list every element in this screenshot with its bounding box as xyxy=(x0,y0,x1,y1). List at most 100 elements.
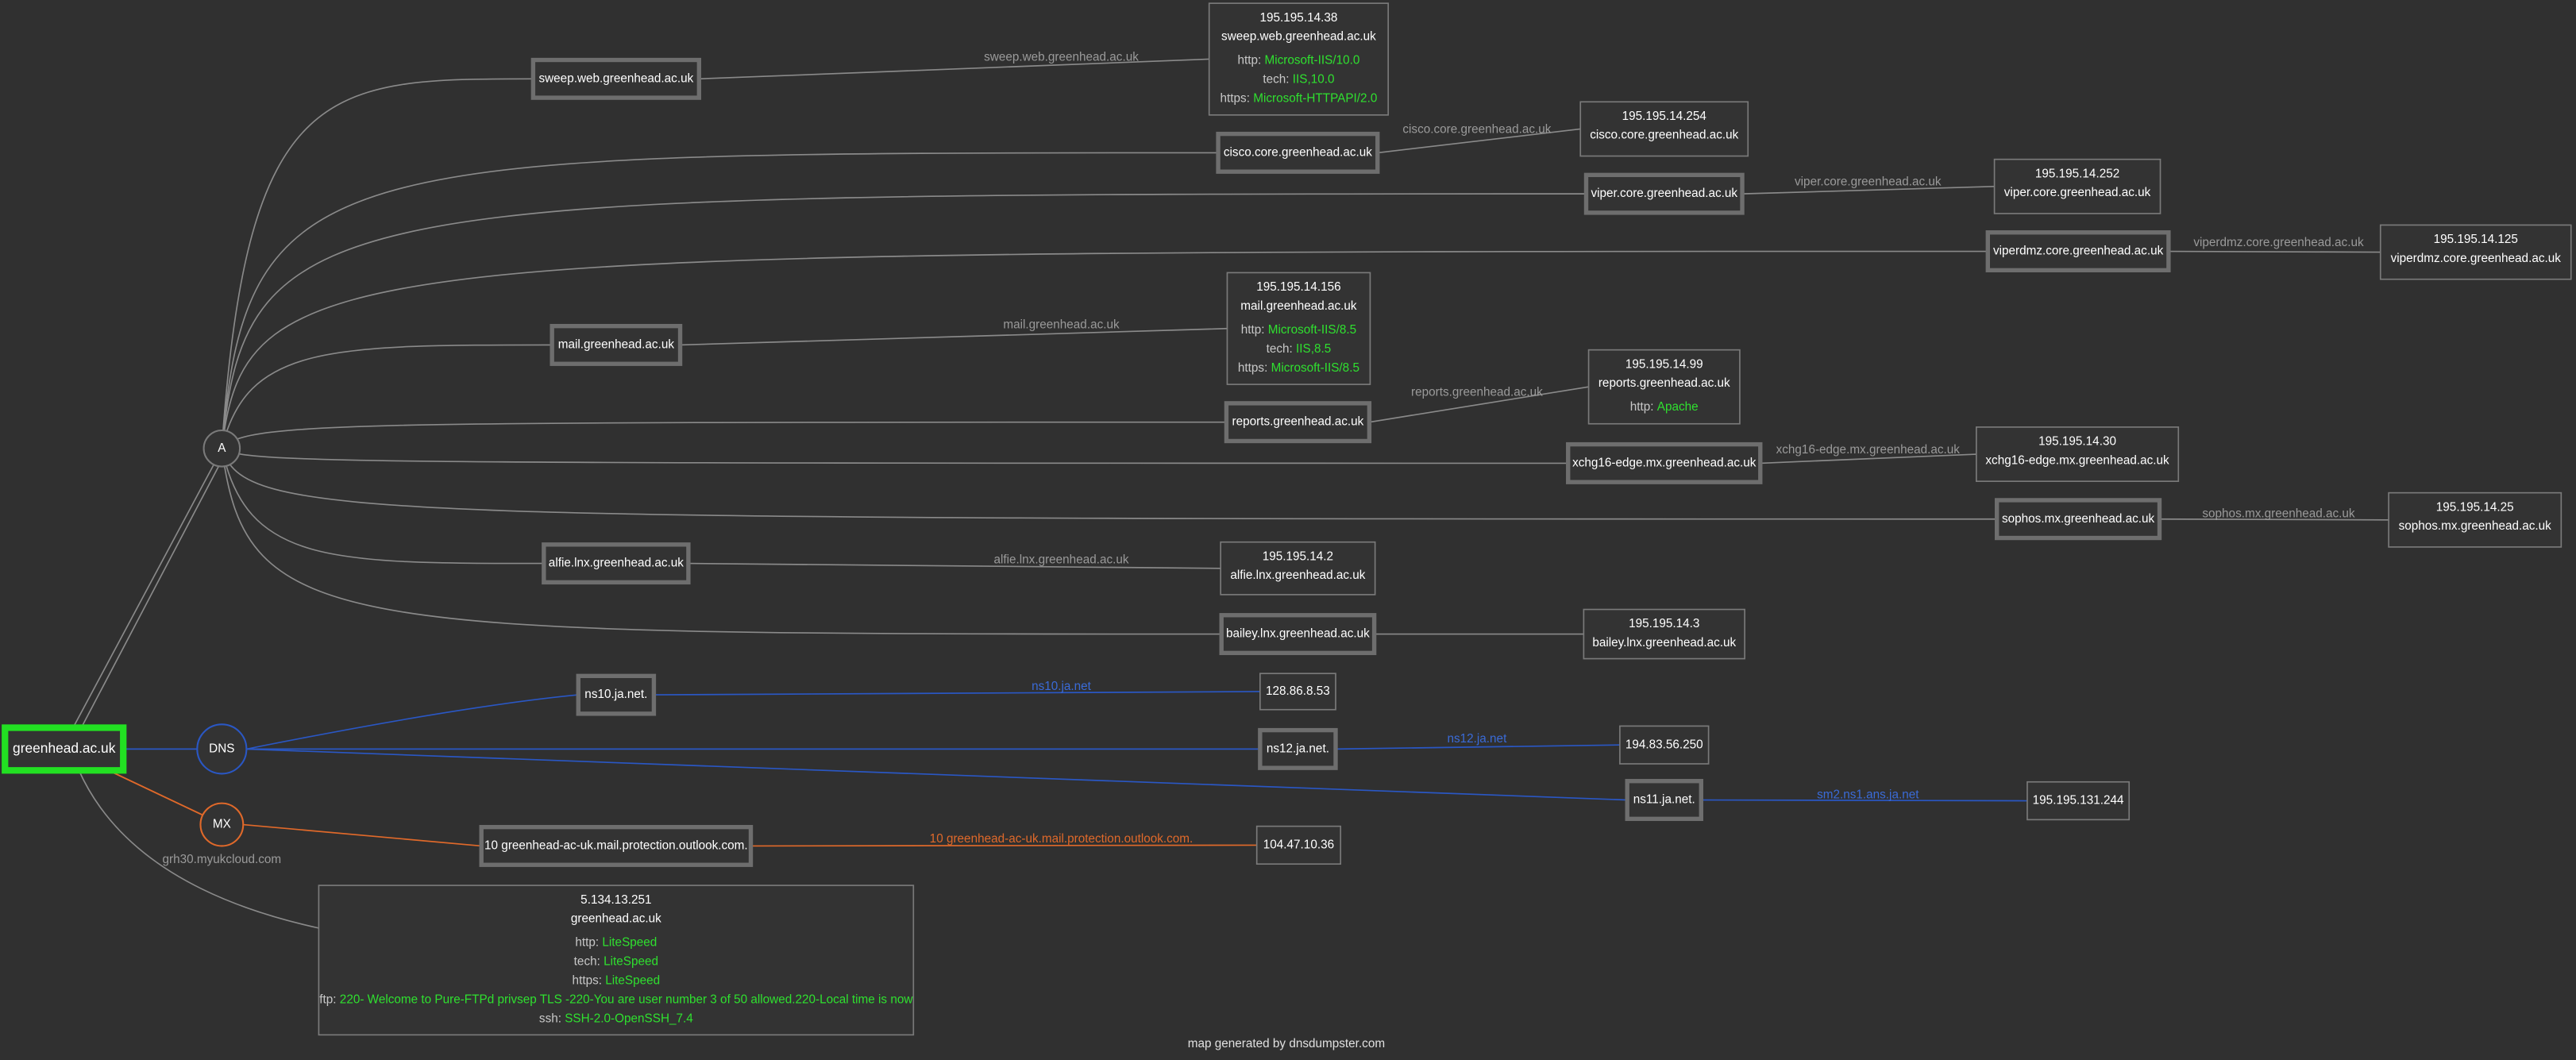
ip-address: 128.86.8.53 xyxy=(1266,684,1330,698)
hostname: cisco.core.greenhead.ac.uk xyxy=(1590,129,1738,142)
edge xyxy=(1335,744,1620,750)
banner-value: 220- Welcome to Pure-FTPd privsep TLS -2… xyxy=(340,993,914,1007)
host-label: reports.greenhead.ac.uk xyxy=(1232,415,1363,429)
hostname: sweep.web.greenhead.ac.uk xyxy=(1221,30,1376,44)
edge-label: xchg16-edge.mx.greenhead.ac.uk xyxy=(1776,443,1961,457)
edge xyxy=(221,78,534,449)
info-box xyxy=(1619,725,1710,765)
host-label: ns12.ja.net. xyxy=(1267,742,1329,755)
ip-address: 195.195.131.244 xyxy=(2033,794,2124,808)
hostname: bailey.lnx.greenhead.ac.uk xyxy=(1592,636,1736,649)
ip-address: 194.83.56.250 xyxy=(1625,738,1703,751)
host-label: viper.core.greenhead.ac.uk xyxy=(1591,187,1737,200)
edge-label: ns12.ja.net xyxy=(1447,732,1507,746)
banner-value: LiteSpeed xyxy=(602,936,657,950)
edge xyxy=(81,466,219,727)
host-label: alfie.lnx.greenhead.ac.uk xyxy=(549,557,684,570)
ip-address: 195.195.14.3 xyxy=(1629,617,1699,630)
banner: ftp: 220- Welcome to Pure-FTPd privsep T… xyxy=(319,993,913,1007)
edge xyxy=(221,448,544,565)
edge xyxy=(221,250,1988,449)
banner-key: ssh: xyxy=(539,1012,561,1026)
edge xyxy=(221,421,1227,449)
edge-label: sophos.mx.greenhead.ac.uk xyxy=(2202,507,2355,521)
banner: https: LiteSpeed xyxy=(573,974,661,988)
host-node xyxy=(1224,401,1372,444)
ip-address: 5.134.13.251 xyxy=(580,893,651,907)
edge-label: viperdmz.core.greenhead.ac.uk xyxy=(2193,236,2364,249)
ip-address: 195.195.14.30 xyxy=(2038,435,2116,449)
edge-label: alfie.lnx.greenhead.ac.uk xyxy=(993,553,1128,567)
banner-key: ftp: xyxy=(319,993,336,1007)
banner-value: Apache xyxy=(1657,400,1699,414)
banner-value: Microsoft-IIS/10.0 xyxy=(1265,54,1360,67)
hostname: reports.greenhead.ac.uk xyxy=(1598,376,1730,390)
banner: https: Microsoft-HTTPAPI/2.0 xyxy=(1221,92,1378,106)
host-node xyxy=(479,824,754,867)
ip-address: 195.195.14.125 xyxy=(2434,233,2518,246)
hostname: greenhead.ac.uk xyxy=(571,912,661,926)
host-node xyxy=(1566,441,1763,484)
info-box xyxy=(1583,608,1745,660)
edge xyxy=(1742,185,1995,195)
edge-label: 10 greenhead-ac-uk.mail.protection.outlo… xyxy=(930,832,1194,846)
host-node xyxy=(1995,498,2162,541)
hostname: alfie.lnx.greenhead.ac.uk xyxy=(1230,569,1365,582)
footer: map generated by dnsdumpster.com xyxy=(1188,1037,1385,1050)
edge-label: grh30.myukcloud.com xyxy=(163,853,282,866)
banner-key: http: xyxy=(1238,54,1262,67)
info-box xyxy=(1226,272,1371,385)
edge xyxy=(221,193,1587,449)
edge-label: sweep.web.greenhead.ac.uk xyxy=(984,50,1139,64)
ip-address: 195.195.14.25 xyxy=(2436,500,2514,514)
group-node xyxy=(196,723,248,775)
edge xyxy=(221,448,1568,464)
info-box xyxy=(1993,158,2161,214)
info-box xyxy=(1259,673,1336,711)
info-box xyxy=(1579,101,1749,157)
banner: http: Microsoft-IIS/10.0 xyxy=(1238,54,1360,67)
banner: tech: IIS,8.5 xyxy=(1267,342,1332,356)
info-box xyxy=(1220,541,1376,596)
info-box xyxy=(318,885,915,1036)
host-label: viperdmz.core.greenhead.ac.uk xyxy=(1993,245,2164,258)
hostname: sophos.mx.greenhead.ac.uk xyxy=(2399,519,2552,533)
ip-address: 104.47.10.36 xyxy=(1263,838,1334,851)
edge xyxy=(221,448,1222,635)
host-node xyxy=(1216,131,1380,174)
ip-address: 195.195.14.2 xyxy=(1263,549,1333,563)
info-box xyxy=(2026,781,2131,821)
banner: ssh: SSH-2.0-OpenSSH_7.4 xyxy=(539,1012,693,1026)
banner: http: LiteSpeed xyxy=(575,936,657,950)
edge-label: ns10.ja.net xyxy=(1032,680,1092,693)
banner: http: Apache xyxy=(1630,400,1699,414)
banner: tech: IIS,10.0 xyxy=(1263,73,1334,87)
info-box xyxy=(1208,2,1390,116)
host-label: sweep.web.greenhead.ac.uk xyxy=(538,71,693,85)
hostname: viper.core.greenhead.ac.uk xyxy=(2004,186,2151,199)
edge xyxy=(78,769,319,929)
banner-key: https: xyxy=(573,974,602,988)
banner-value: Microsoft-IIS/8.5 xyxy=(1271,361,1359,375)
banner-value: LiteSpeed xyxy=(604,955,658,969)
edge xyxy=(221,448,1997,520)
banner-key: tech: xyxy=(1267,342,1293,356)
banner-value: IIS,10.0 xyxy=(1293,73,1335,87)
ip-address: 195.195.14.38 xyxy=(1260,11,1338,25)
edge-label: cisco.core.greenhead.ac.uk xyxy=(1402,122,1551,136)
root-label: greenhead.ac.uk xyxy=(13,740,116,756)
edge xyxy=(221,152,1219,449)
host-label: xchg16-edge.mx.greenhead.ac.uk xyxy=(1572,456,1757,469)
edge xyxy=(246,748,1628,801)
banner-key: http: xyxy=(1241,323,1265,337)
banner-key: http: xyxy=(575,936,599,950)
edge xyxy=(1701,799,2027,802)
edge xyxy=(680,327,1228,346)
banner-key: http: xyxy=(1630,400,1654,414)
edge xyxy=(73,464,214,727)
banner-value: Microsoft-IIS/8.5 xyxy=(1268,323,1356,337)
group-label: DNS xyxy=(209,742,234,755)
ip-address: 195.195.14.252 xyxy=(2035,167,2119,180)
edge xyxy=(1377,128,1581,154)
edge-label: reports.greenhead.ac.uk xyxy=(1411,385,1543,399)
